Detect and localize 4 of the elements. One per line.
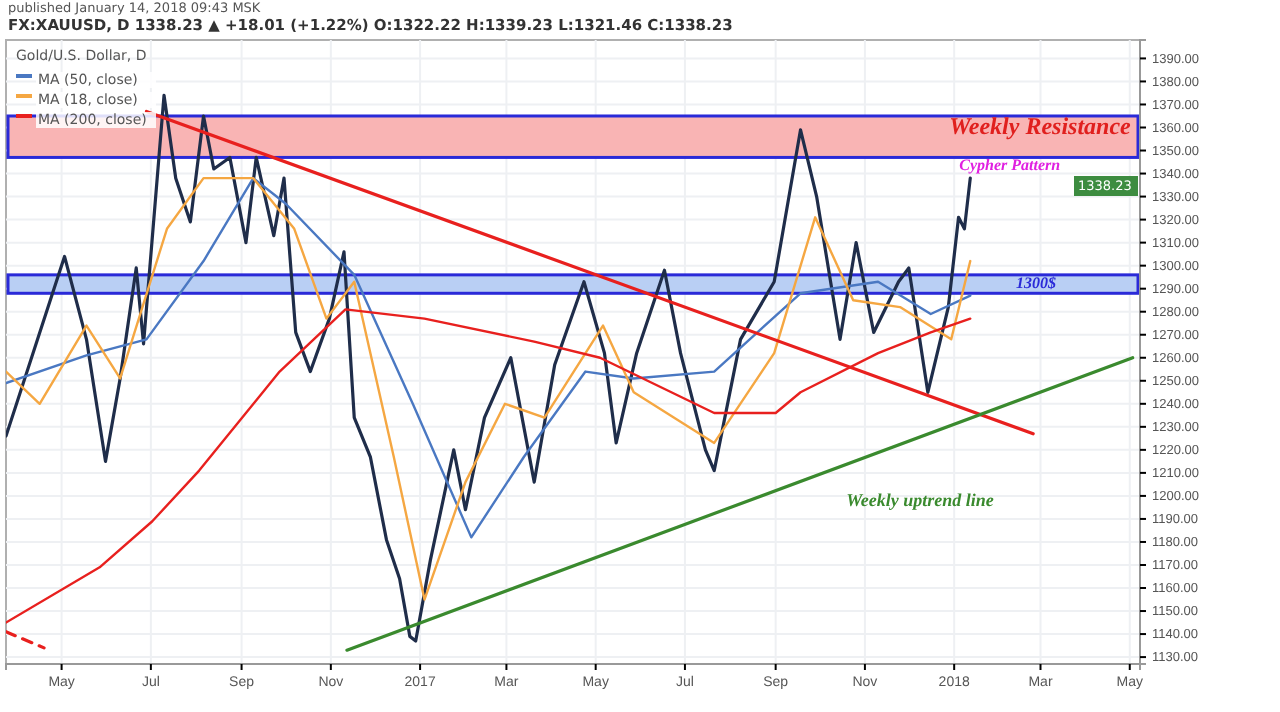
annotation: Weekly Resistance <box>949 111 1133 140</box>
annotation: Cypher Pattern <box>959 156 1062 175</box>
annotation: 1300$ <box>1016 273 1057 292</box>
annotation: Weekly uptrend line <box>846 490 994 511</box>
